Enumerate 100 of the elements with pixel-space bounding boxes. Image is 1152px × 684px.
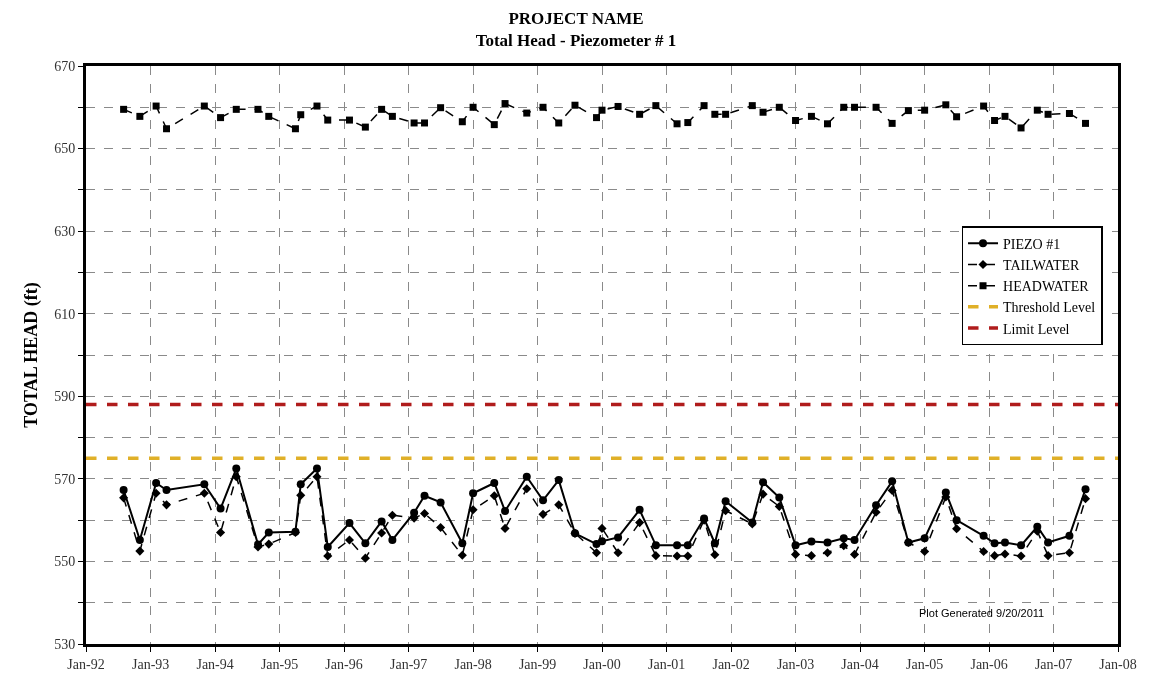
point xyxy=(313,102,321,110)
y-tick-label: 570 xyxy=(54,471,76,487)
point xyxy=(490,121,498,129)
point xyxy=(791,541,800,550)
point xyxy=(722,110,730,118)
point xyxy=(161,500,172,510)
point xyxy=(216,527,226,538)
point xyxy=(904,107,912,115)
x-tick-label: Jan-97 xyxy=(389,656,428,672)
point xyxy=(979,531,988,540)
x-tick-label: Jan-99 xyxy=(518,656,557,672)
point xyxy=(990,551,1000,561)
y-tick-label: 530 xyxy=(54,636,76,652)
point xyxy=(490,478,499,487)
point xyxy=(436,498,445,507)
x-tick-label: Jan-94 xyxy=(196,656,234,672)
point xyxy=(790,549,801,559)
point xyxy=(672,551,682,561)
point xyxy=(1081,485,1090,494)
point xyxy=(839,541,849,551)
point xyxy=(522,484,532,494)
point xyxy=(1016,551,1026,561)
point xyxy=(673,120,681,128)
point xyxy=(312,472,322,482)
point xyxy=(1000,549,1010,559)
point xyxy=(539,103,547,111)
point xyxy=(887,485,897,495)
point xyxy=(673,541,682,550)
point xyxy=(823,538,832,547)
point xyxy=(775,103,783,111)
point xyxy=(324,116,332,124)
x-tick-label: Jan-06 xyxy=(970,656,1008,672)
point xyxy=(721,506,731,516)
point xyxy=(684,119,692,127)
point xyxy=(501,507,510,516)
point xyxy=(265,112,273,120)
point xyxy=(806,551,816,561)
point xyxy=(323,542,332,551)
point xyxy=(232,464,241,473)
point xyxy=(651,551,661,561)
point xyxy=(264,528,273,537)
point xyxy=(538,509,548,519)
point xyxy=(872,103,880,111)
point xyxy=(683,541,692,550)
y-tick-label: 550 xyxy=(54,554,76,570)
legend-label: PIEZO #1 xyxy=(1003,236,1061,252)
point xyxy=(458,539,467,548)
point xyxy=(849,549,860,559)
point xyxy=(721,497,730,506)
point xyxy=(119,493,129,503)
x-tick-label: Jan-08 xyxy=(1099,656,1137,672)
point xyxy=(598,106,606,114)
point xyxy=(457,550,467,560)
point xyxy=(135,535,144,544)
point xyxy=(554,500,564,510)
point xyxy=(840,103,848,111)
point xyxy=(469,103,477,111)
point xyxy=(1065,109,1073,117)
point xyxy=(593,114,601,122)
point xyxy=(1044,110,1052,118)
point xyxy=(635,505,644,514)
legend-label: HEADWATER xyxy=(1003,279,1090,295)
point xyxy=(850,535,859,544)
point xyxy=(216,504,225,513)
point xyxy=(1017,541,1026,550)
point xyxy=(135,546,145,556)
point xyxy=(888,477,897,486)
point xyxy=(312,464,321,473)
point xyxy=(614,533,623,542)
point xyxy=(254,105,262,113)
x-tick-label: Jan-07 xyxy=(1034,656,1073,672)
point xyxy=(344,535,355,545)
point xyxy=(420,491,429,500)
x-tick-label: Jan-00 xyxy=(583,656,621,672)
point xyxy=(554,476,563,485)
point xyxy=(468,505,478,515)
point xyxy=(991,117,999,124)
point xyxy=(759,478,768,487)
point xyxy=(539,496,548,505)
legend-label: Limit Level xyxy=(1003,321,1070,337)
point xyxy=(555,119,563,127)
point xyxy=(437,104,445,112)
y-tick-label: 650 xyxy=(54,141,76,157)
point xyxy=(651,541,660,550)
point xyxy=(700,102,708,110)
legend-label: Threshold Level xyxy=(1003,300,1096,316)
point xyxy=(232,105,240,113)
x-tick-label: Jan-02 xyxy=(712,656,750,672)
point xyxy=(807,112,815,120)
point xyxy=(410,119,418,127)
point xyxy=(942,101,950,109)
point xyxy=(120,105,128,113)
x-tick-label: Jan-96 xyxy=(325,656,363,672)
point xyxy=(635,518,645,528)
point xyxy=(151,488,161,498)
point xyxy=(469,489,478,498)
x-tick-label: Jan-03 xyxy=(776,656,815,672)
point xyxy=(162,486,171,494)
point xyxy=(388,535,397,544)
chart-subtitle: Total Head - Piezometer # 1 xyxy=(475,31,677,51)
